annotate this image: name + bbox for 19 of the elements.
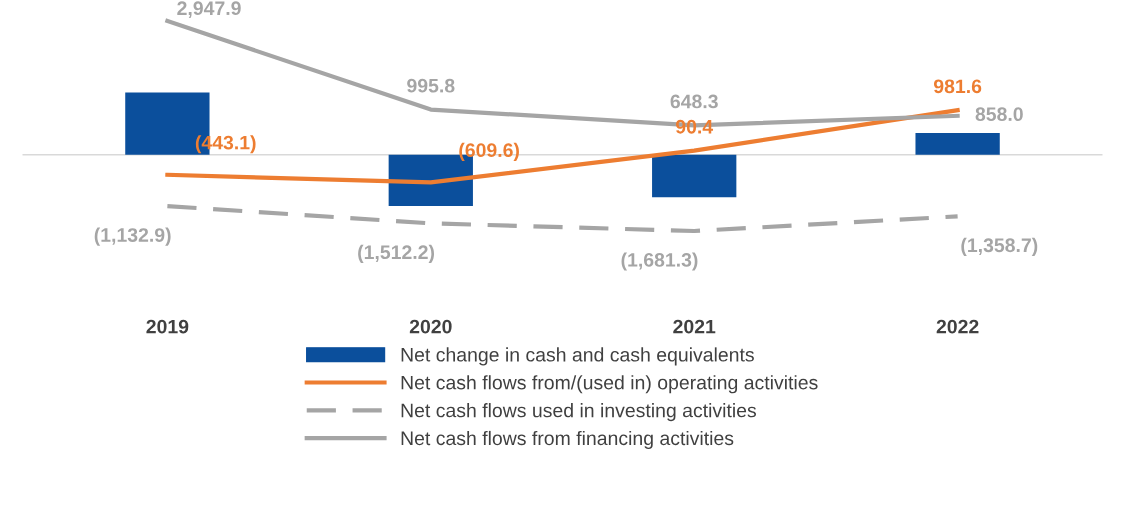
x-tick-label: 2022 [936,319,979,334]
data-label: (1,681.3) [621,252,698,271]
legend-label: Net cash flows from/(used in) operating activities [401,375,818,394]
data-label: 995.8 [407,78,455,93]
data-label: (609.6) [459,142,519,161]
data-label: (1,132.9) [94,227,171,246]
data-label: (1,512.2) [358,244,435,263]
legend-label: Net cash flows used in investing activities [401,403,757,422]
legend-label: Net change in cash and cash equivalents [401,347,754,366]
data-label: 648.3 [670,94,718,109]
x-tick-label: 2021 [673,319,716,334]
data-label: 90.4 [675,119,714,134]
legend-label: Net cash flows from financing activities [401,430,734,450]
x-tick-label: 2019 [146,319,189,334]
data-label: 858.0 [975,107,1023,122]
data-label: (1,358.7) [961,237,1038,256]
x-tick-label: 2020 [409,319,452,334]
data-label: 981.6 [933,79,982,94]
data-label: 2,947.9 [177,1,241,18]
